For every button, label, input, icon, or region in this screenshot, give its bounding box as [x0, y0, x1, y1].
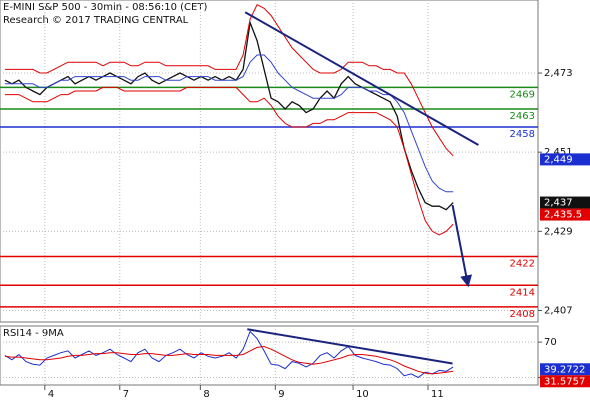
x-tick-label: 8	[203, 389, 209, 400]
series-line	[4, 345, 454, 375]
trend-line	[247, 328, 453, 365]
level-label: 2408	[510, 309, 535, 320]
series-line	[4, 20, 454, 211]
y-tick-label: 2,473	[544, 68, 573, 79]
level-label: 2414	[510, 287, 535, 298]
price-label-box	[540, 375, 590, 388]
series-line	[4, 54, 454, 193]
price-panel-frame	[0, 0, 539, 323]
price-label-box	[540, 153, 590, 166]
y-tick-label: 2,429	[544, 226, 573, 237]
chart-title: E-MINI S&P 500 - 30min - 08:56:10 (CET)	[3, 2, 207, 13]
y-tick-label: 2,407	[544, 305, 573, 316]
x-tick-label: 10	[356, 389, 369, 400]
price-label-box	[540, 363, 590, 376]
level-label: 2463	[510, 111, 535, 122]
price-label: 2,449	[544, 154, 573, 165]
series-line	[4, 330, 454, 379]
price-label-box	[540, 196, 590, 209]
x-tick-label: 7	[123, 389, 129, 400]
rsi-panel-frame	[0, 325, 539, 386]
y-tick-label: 70	[544, 337, 557, 348]
level-label: 2458	[510, 129, 535, 140]
y-tick-label: 2,451	[544, 147, 573, 158]
price-label: 2,435.5	[544, 210, 582, 221]
price-label: 31.5757	[544, 376, 585, 387]
level-label: 2422	[510, 259, 535, 270]
x-tick-label: 4	[48, 389, 54, 400]
price-label: 39.2722	[544, 364, 585, 375]
chart-subtitle: Research © 2017 TRADING CENTRAL	[3, 15, 189, 26]
trend-line	[244, 11, 479, 146]
level-label: 2469	[510, 89, 535, 100]
rsi-title: RSI14 - 9MA	[3, 328, 64, 339]
x-tick-label: 9	[278, 389, 284, 400]
x-tick-label: 11	[431, 389, 444, 400]
price-label: 2,437	[544, 198, 573, 209]
price-label-box	[540, 208, 590, 221]
series-line	[4, 86, 454, 236]
trend-arrow	[451, 204, 473, 288]
series-line	[4, 4, 454, 157]
